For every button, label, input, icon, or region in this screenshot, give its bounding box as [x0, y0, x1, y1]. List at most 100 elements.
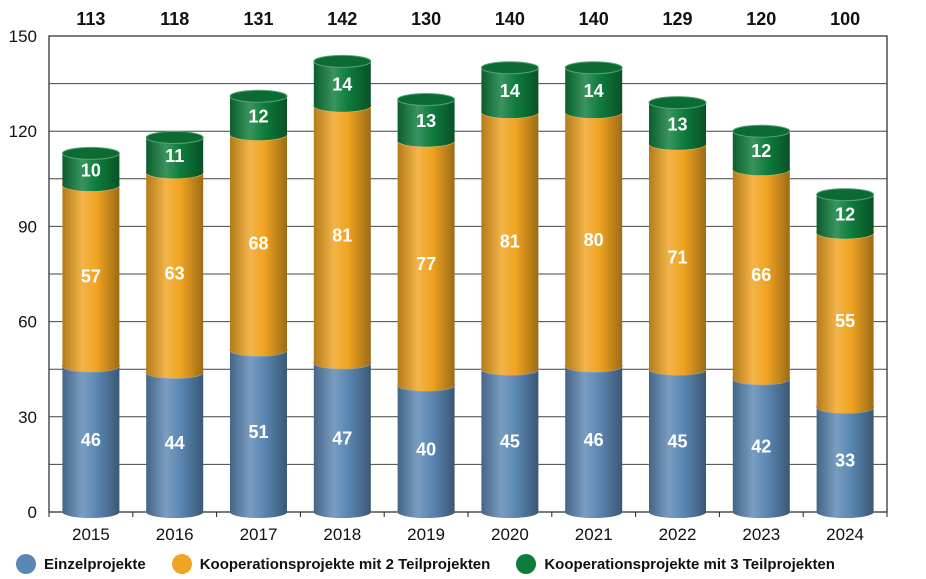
bar-value-label: 68: [248, 233, 268, 253]
bar-segment-bottom: [816, 226, 874, 239]
bar-segment: [397, 140, 455, 386]
bar-segment-bottom: [732, 506, 790, 518]
bar-segment: [481, 369, 539, 512]
bar-segment-bottom: [62, 506, 120, 518]
bar-segment-top: [648, 96, 707, 110]
total-label: 120: [746, 9, 776, 29]
bar-value-label: 46: [81, 430, 101, 450]
legend-label: Kooperationsprojekte mit 3 Teilprojekten: [544, 555, 835, 573]
bar-segment-bottom: [649, 363, 706, 376]
bar-segment-top: [313, 54, 372, 68]
x-tick-label: 2021: [575, 525, 613, 544]
x-tick-label: 2024: [826, 525, 864, 544]
bar-segment: [313, 61, 371, 106]
bar-segment: [62, 185, 120, 367]
bar-value-label: 14: [500, 81, 520, 101]
bar-value-label: 80: [584, 230, 604, 250]
bar-value-label: 81: [500, 232, 520, 252]
bar-segment-bottom: [732, 372, 790, 385]
bar-value-label: 45: [667, 432, 687, 452]
total-label: 142: [327, 9, 357, 29]
bar-value-label: 14: [584, 81, 604, 101]
bar-segment: [313, 105, 371, 363]
y-tick-label: 150: [9, 27, 37, 46]
bar-segment-bottom: [565, 106, 623, 119]
bar-segment-bottom: [313, 99, 371, 112]
bar-segment-bottom: [230, 344, 287, 357]
bar-segment: [230, 134, 287, 351]
bar-value-label: 51: [248, 422, 268, 442]
bar-segment-bottom: [62, 179, 120, 192]
legend-item-einzelprojekte: Einzelprojekte: [16, 554, 146, 574]
bar-segment: [649, 143, 706, 370]
total-label: 140: [579, 9, 609, 29]
bar-segment-bottom: [481, 106, 539, 119]
legend-swatch: [16, 554, 36, 574]
bar-segment-top: [732, 124, 791, 138]
bar-segment: [816, 232, 874, 408]
bar-segment: [565, 67, 623, 113]
bar-value-label: 57: [81, 267, 101, 287]
bar-segment: [816, 407, 874, 512]
bar-value-label: 12: [835, 205, 855, 225]
bar-segment-top: [145, 131, 204, 145]
bar-segment-bottom: [732, 163, 790, 176]
bar-segment: [146, 372, 204, 512]
bar-segment-bottom: [230, 128, 287, 141]
bar-value-label: 66: [751, 265, 771, 285]
legend-swatch: [516, 554, 537, 574]
bar-segment-bottom: [313, 506, 371, 518]
bar-value-label: 13: [416, 111, 436, 131]
bar-value-label: 63: [165, 263, 185, 283]
bar-segment: [565, 112, 623, 367]
bar-value-label: 46: [584, 430, 604, 450]
x-tick-label: 2017: [240, 525, 278, 544]
total-label: 113: [76, 9, 105, 29]
bar-segment-bottom: [62, 360, 120, 373]
bar-segment-bottom: [649, 506, 706, 518]
bar-segment-bottom: [481, 506, 539, 518]
x-tick-label: 2020: [491, 525, 529, 544]
total-label: 129: [662, 9, 692, 29]
y-tick-label: 90: [18, 217, 37, 236]
bar-value-label: 12: [248, 106, 268, 126]
x-tick-label: 2016: [156, 525, 194, 544]
bar-segment-bottom: [230, 506, 287, 518]
chart-legend: Einzelprojekte Kooperationsprojekte mit …: [16, 552, 916, 576]
bar-segment-top: [61, 146, 120, 160]
bar-value-label: 10: [81, 160, 101, 180]
bar-segment: [649, 369, 706, 512]
bar-segment-bottom: [649, 137, 706, 150]
bar-segment: [397, 99, 455, 141]
x-tick-label: 2022: [659, 525, 697, 544]
bar-segment-bottom: [397, 379, 455, 392]
bar-value-label: 12: [751, 141, 771, 161]
bar-value-label: 13: [667, 114, 687, 134]
bar-segment: [732, 378, 790, 512]
bar-value-label: 77: [416, 254, 436, 274]
bar-segment-bottom: [481, 363, 539, 376]
bar-segment-bottom: [816, 401, 874, 414]
bar-segment-bottom: [397, 506, 455, 518]
bar-value-label: 45: [500, 432, 520, 452]
total-label: 140: [495, 9, 525, 29]
bar-value-label: 11: [165, 146, 184, 166]
bar-segment: [313, 362, 371, 512]
bar-segment-bottom: [146, 166, 204, 179]
total-label: 118: [160, 9, 189, 29]
bar-value-label: 44: [165, 433, 185, 453]
bar-segment-top: [229, 89, 288, 103]
bar-segment: [565, 366, 623, 512]
bar-segment-bottom: [397, 134, 455, 147]
bar-value-label: 71: [667, 248, 687, 268]
y-tick-label: 60: [18, 313, 37, 332]
bar-value-label: 47: [332, 428, 352, 448]
bar-value-label: 40: [416, 440, 436, 460]
bar-segment: [62, 366, 120, 512]
x-tick-label: 2018: [323, 525, 361, 544]
x-tick-label: 2015: [72, 525, 110, 544]
bar-segment: [732, 169, 790, 379]
bar-value-label: 81: [332, 225, 352, 245]
y-tick-label: 30: [18, 408, 37, 427]
bar-value-label: 14: [332, 75, 352, 95]
